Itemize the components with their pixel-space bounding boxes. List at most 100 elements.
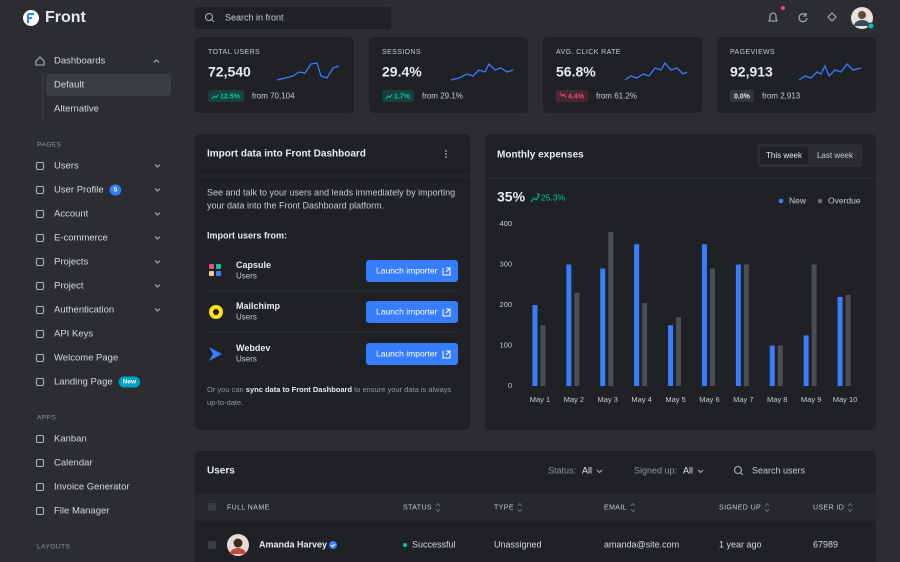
search-box[interactable] — [195, 7, 391, 29]
card-menu[interactable] — [445, 150, 447, 152]
nav-item[interactable]: Users — [54, 161, 79, 172]
x-tick-label: May 2 — [564, 395, 584, 404]
card-title: Users — [207, 466, 235, 477]
legend-label: Overdue — [828, 195, 861, 205]
cell-name[interactable]: Amanda Harvey — [259, 539, 327, 549]
filter-value[interactable]: All — [683, 465, 693, 475]
trend-icon — [385, 94, 393, 100]
nav-subitem[interactable]: Default — [54, 80, 84, 91]
nav-item[interactable]: E-commerce — [54, 233, 108, 244]
external-icon — [442, 308, 451, 317]
verified-check — [330, 543, 336, 548]
status-dot — [403, 543, 407, 547]
nav-item[interactable]: Welcome Page — [54, 353, 118, 364]
column-header[interactable]: SIGNED UP — [719, 504, 761, 511]
nav-item[interactable]: Projects — [54, 257, 89, 268]
launch-button-text[interactable]: Launch importer — [376, 265, 438, 275]
change-badge — [208, 90, 244, 102]
y-tick-label: 300 — [499, 259, 512, 268]
activity-button[interactable] — [798, 13, 808, 23]
search-icon — [211, 19, 215, 23]
launch-button-text[interactable]: Launch importer — [376, 348, 438, 358]
column-header[interactable]: USER ID — [813, 504, 844, 511]
row-checkbox[interactable] — [208, 541, 216, 549]
apps-button[interactable] — [827, 12, 837, 22]
nav-icon — [35, 257, 45, 267]
filter-value[interactable]: All — [582, 465, 592, 475]
row-avatar-face — [233, 538, 243, 548]
stat-label: AVG. CLICK RATE — [556, 49, 621, 56]
nav-item[interactable]: File Manager — [54, 506, 109, 517]
nav-item[interactable]: Landing Page — [54, 377, 113, 388]
notifications-button[interactable] — [768, 12, 778, 22]
expenses-total: 35% — [497, 189, 526, 205]
card-menu[interactable] — [445, 153, 447, 155]
bar — [566, 264, 572, 386]
nav-badge — [118, 376, 141, 388]
tab-active-bg — [760, 147, 808, 164]
nav-item[interactable]: Invoice Generator — [54, 482, 130, 493]
nav-icon — [35, 458, 45, 468]
change-badge — [556, 90, 588, 102]
avatar-face — [858, 11, 866, 19]
expand-chevron — [154, 236, 161, 240]
nav-icon — [35, 353, 45, 363]
bar — [811, 264, 817, 386]
stat-card — [195, 37, 354, 113]
nav-item[interactable]: Dashboards — [54, 56, 105, 67]
column-header[interactable]: TYPE — [494, 504, 514, 511]
stat-value: 29.4% — [382, 64, 422, 80]
stat-card — [543, 37, 702, 113]
importer-name: Webdev — [236, 343, 270, 353]
card-menu[interactable] — [445, 156, 447, 158]
launch-button[interactable] — [366, 260, 458, 282]
expenses-change: 25.3% — [541, 192, 566, 202]
sparkline — [450, 62, 514, 81]
row-avatar-body — [230, 548, 246, 554]
search-users[interactable]: Search users — [752, 465, 806, 475]
bar — [769, 345, 775, 386]
filter-label: Status: — [548, 465, 576, 475]
nav-icon — [35, 233, 45, 243]
bar — [735, 264, 741, 386]
column-header[interactable]: STATUS — [403, 504, 432, 511]
x-tick-label: May 7 — [733, 395, 753, 404]
importer-type: Users — [236, 313, 257, 322]
nav-item[interactable]: API Keys — [54, 329, 93, 340]
bar — [777, 345, 783, 386]
nav-icon — [35, 377, 45, 387]
stat-value: 92,913 — [730, 64, 773, 80]
launch-button-text[interactable]: Launch importer — [376, 306, 438, 316]
launch-button[interactable] — [366, 301, 458, 323]
nav-item[interactable]: Authentication — [54, 305, 114, 316]
external-icon — [442, 350, 451, 359]
nav-item[interactable]: Project — [54, 281, 84, 292]
tab[interactable]: Last week — [817, 151, 854, 160]
tab[interactable]: This week — [766, 151, 803, 160]
sort-icon — [517, 502, 523, 513]
launch-button[interactable] — [366, 343, 458, 365]
nav-item[interactable]: Account — [54, 209, 89, 220]
expand-chevron — [154, 212, 161, 216]
description: See and talk to your users and leads imm… — [207, 187, 455, 197]
bar — [709, 268, 715, 386]
nav-item[interactable]: Kanban — [54, 434, 87, 445]
stat-card — [369, 37, 528, 113]
footer-link[interactable]: sync data to Front Dashboard — [246, 385, 353, 394]
nav-active-bg — [46, 74, 171, 96]
nav-badge-text: New — [123, 379, 137, 386]
nav-subitem[interactable]: Alternative — [54, 104, 99, 115]
filter-chevron — [697, 469, 704, 474]
search-icon — [733, 465, 743, 475]
bar — [701, 244, 707, 386]
filter-label: Signed up: — [634, 465, 677, 475]
nav-item[interactable]: Calendar — [54, 458, 93, 469]
select-all-checkbox[interactable] — [208, 503, 216, 511]
stat-from: from 70,104 — [252, 92, 295, 101]
sparkline — [798, 63, 862, 81]
nav-item[interactable]: User Profile — [54, 185, 104, 196]
footer-text: Or you can — [207, 385, 246, 394]
column-header[interactable]: EMAIL — [604, 504, 627, 511]
cell-status: Successful — [412, 539, 456, 549]
